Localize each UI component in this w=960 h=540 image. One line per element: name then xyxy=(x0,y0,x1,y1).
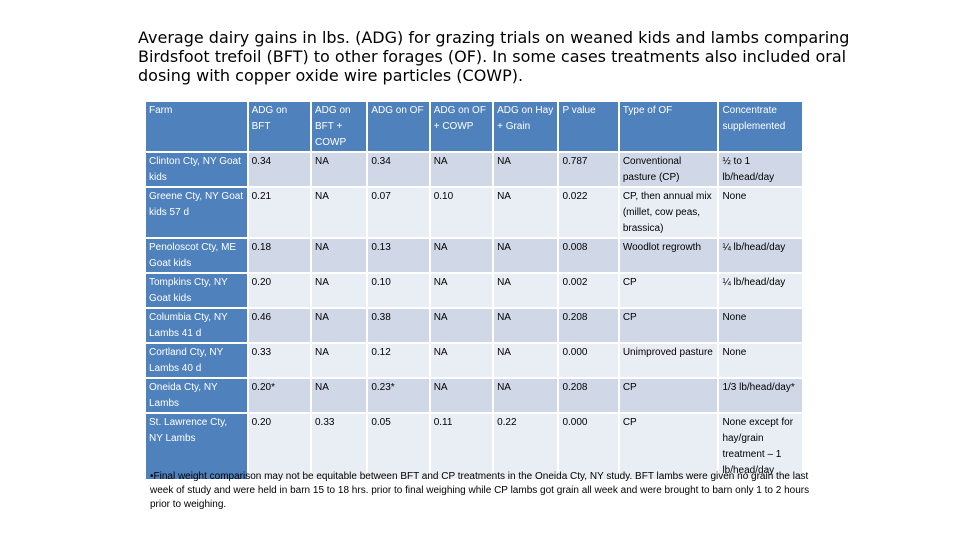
footnote: •Final weight comparison may not be equi… xyxy=(150,471,810,510)
table-cell: Conventional pasture (CP) xyxy=(619,153,718,186)
table-cell: NA xyxy=(430,274,493,307)
table-cell: CP xyxy=(619,379,718,412)
table-cell: CP, then annual mix (millet, cow peas, b… xyxy=(619,188,718,237)
table-cell: NA xyxy=(312,239,367,272)
table-cell: CP xyxy=(619,274,718,307)
table-cell: 0.23* xyxy=(368,379,429,412)
table-cell: None xyxy=(719,309,802,342)
table-cell: 0.000 xyxy=(559,344,618,377)
table-cell: 0.38 xyxy=(368,309,429,342)
table-cell: St. Lawrence Cty, NY Lambs xyxy=(146,414,247,479)
table-cell: 0.20 xyxy=(248,274,310,307)
table-cell: 0.34 xyxy=(248,153,310,186)
table-cell: 0.10 xyxy=(368,274,429,307)
table-cell: 0.000 xyxy=(559,414,618,479)
table-cell: 0.20 xyxy=(248,414,310,479)
table-cell: 0.33 xyxy=(248,344,310,377)
table-cell: 0.208 xyxy=(559,379,618,412)
table-cell: None xyxy=(719,188,802,237)
table-row: Greene Cty, NY Goat kids 57 d 0.21 NA 0.… xyxy=(146,188,802,237)
table-cell: 1/3 lb/head/day* xyxy=(719,379,802,412)
table-cell: ¼ lb/head/day xyxy=(719,239,802,272)
table-cell: 0.022 xyxy=(559,188,618,237)
table-cell: None except for hay/grain treatment – 1 … xyxy=(719,414,802,479)
table-row: Oneida Cty, NY Lambs 0.20* NA 0.23* NA N… xyxy=(146,379,802,412)
table-cell: 0.13 xyxy=(368,239,429,272)
table-cell: Unimproved pasture xyxy=(619,344,718,377)
table-cell: 0.20* xyxy=(248,379,310,412)
table-cell: 0.787 xyxy=(559,153,618,186)
table-cell: NA xyxy=(430,309,493,342)
table-cell: Cortland Cty, NY Lambs 40 d xyxy=(146,344,247,377)
header-cell: Concentrate supplemented xyxy=(719,102,802,151)
table-cell: 0.22 xyxy=(494,414,558,479)
table-cell: NA xyxy=(430,239,493,272)
table-cell: NA xyxy=(494,274,558,307)
table-cell: NA xyxy=(312,379,367,412)
header-cell: Type of OF xyxy=(619,102,718,151)
table-cell: CP xyxy=(619,414,718,479)
table-row: Clinton Cty, NY Goat kids 0.34 NA 0.34 N… xyxy=(146,153,802,186)
table-cell: 0.11 xyxy=(430,414,493,479)
table-cell: NA xyxy=(312,274,367,307)
table-cell: 0.46 xyxy=(248,309,310,342)
page-title: Average dairy gains in lbs. (ADG) for gr… xyxy=(138,28,850,85)
header-cell: ADG on BFT + COWP xyxy=(312,102,367,151)
table-cell: Penoloscot Cty, ME Goat kids xyxy=(146,239,247,272)
header-cell: Farm xyxy=(146,102,247,151)
table-cell: 0.05 xyxy=(368,414,429,479)
table-cell: NA xyxy=(494,309,558,342)
header-cell: ADG on Hay + Grain xyxy=(494,102,558,151)
table-row: Columbia Cty, NY Lambs 41 d 0.46 NA 0.38… xyxy=(146,309,802,342)
table-cell: ½ to 1 lb/head/day xyxy=(719,153,802,186)
table-cell: 0.18 xyxy=(248,239,310,272)
table-cell: NA xyxy=(312,344,367,377)
adg-table: Farm ADG on BFT ADG on BFT + COWP ADG on… xyxy=(144,100,804,481)
table-cell: 0.33 xyxy=(312,414,367,479)
table-cell: 0.34 xyxy=(368,153,429,186)
table-row: Tompkins Cty, NY Goat kids 0.20 NA 0.10 … xyxy=(146,274,802,307)
table-cell: 0.07 xyxy=(368,188,429,237)
table-row: St. Lawrence Cty, NY Lambs 0.20 0.33 0.0… xyxy=(146,414,802,479)
table-header-row: Farm ADG on BFT ADG on BFT + COWP ADG on… xyxy=(146,102,802,151)
table-cell: NA xyxy=(430,379,493,412)
table-cell: NA xyxy=(494,239,558,272)
table-cell: CP xyxy=(619,309,718,342)
table-cell: 0.12 xyxy=(368,344,429,377)
table-cell: Tompkins Cty, NY Goat kids xyxy=(146,274,247,307)
table-cell: 0.10 xyxy=(430,188,493,237)
table-cell: Woodlot regrowth xyxy=(619,239,718,272)
table-cell: Columbia Cty, NY Lambs 41 d xyxy=(146,309,247,342)
table-cell: 0.002 xyxy=(559,274,618,307)
table-cell: Greene Cty, NY Goat kids 57 d xyxy=(146,188,247,237)
header-cell: ADG on OF + COWP xyxy=(430,102,493,151)
table-row: Penoloscot Cty, ME Goat kids 0.18 NA 0.1… xyxy=(146,239,802,272)
table-cell: ¼ lb/head/day xyxy=(719,274,802,307)
header-cell: ADG on OF xyxy=(368,102,429,151)
table-cell: NA xyxy=(312,153,367,186)
table-cell: NA xyxy=(312,188,367,237)
table-cell: NA xyxy=(494,153,558,186)
table-cell: NA xyxy=(430,344,493,377)
table-cell: Oneida Cty, NY Lambs xyxy=(146,379,247,412)
table-cell: NA xyxy=(494,188,558,237)
header-cell: P value xyxy=(559,102,618,151)
table-cell: NA xyxy=(312,309,367,342)
table-cell: Clinton Cty, NY Goat kids xyxy=(146,153,247,186)
table-cell: NA xyxy=(494,379,558,412)
table-cell: 0.208 xyxy=(559,309,618,342)
table-cell: 0.21 xyxy=(248,188,310,237)
table-cell: NA xyxy=(430,153,493,186)
table-cell: 0.008 xyxy=(559,239,618,272)
table-cell: NA xyxy=(494,344,558,377)
header-cell: ADG on BFT xyxy=(248,102,310,151)
table-cell: None xyxy=(719,344,802,377)
table-row: Cortland Cty, NY Lambs 40 d 0.33 NA 0.12… xyxy=(146,344,802,377)
